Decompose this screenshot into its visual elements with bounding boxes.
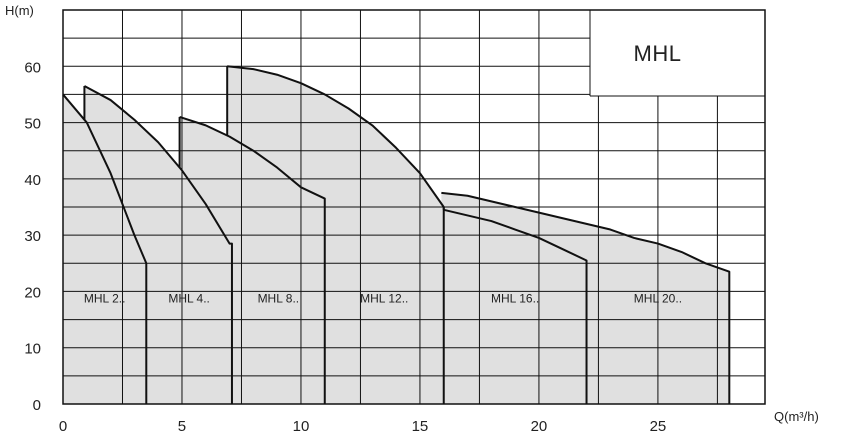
series-curve-3 [227, 65, 445, 404]
x-axis-title: Q(m³/h) [774, 409, 819, 424]
series-curve-2 [179, 115, 326, 404]
series-label-2: MHL 8.. [258, 292, 300, 306]
y-tick-label-0: 0 [33, 397, 41, 414]
x-tick-label-0: 0 [59, 418, 67, 435]
series-label-1: MHL 4.. [168, 292, 210, 306]
title-badge-background [590, 10, 765, 96]
series-curve-1 [83, 85, 233, 404]
series-curve-0 [62, 93, 148, 404]
title-badge: MHL [590, 10, 765, 96]
y-tick-label-1: 10 [24, 341, 41, 358]
series-labels: MHL 2.. MHL 4.. MHL 8.. MHL 12.. MHL 16.. MHL… [84, 292, 682, 306]
x-tick-label-3: 15 [412, 418, 429, 435]
series-label-4: MHL 16.. [491, 292, 539, 306]
chart-title: MHL [634, 41, 682, 66]
gridlines [63, 10, 765, 404]
x-tick-label-4: 20 [531, 418, 548, 435]
series-region-5 [441, 192, 730, 404]
x-tick-label-2: 10 [293, 418, 310, 435]
series-curve-4 [443, 208, 588, 404]
y-tick-label-5: 50 [24, 116, 41, 133]
series-curve-5 [441, 191, 731, 404]
y-tick-label-6: 60 [24, 59, 41, 76]
y-tick-label-4: 40 [24, 172, 41, 189]
series-label-5: MHL 20.. [634, 292, 682, 306]
plot-frame [62, 9, 766, 405]
tick-labels: 0 5 10 15 20 25 0 10 20 30 40 50 60 [24, 59, 666, 435]
axes-frame [62, 9, 766, 405]
x-tick-label-5: 25 [650, 418, 667, 435]
y-tick-label-2: 20 [24, 284, 41, 301]
x-tick-label-1: 5 [178, 418, 186, 435]
series-curves [62, 65, 731, 404]
y-axis-title: H(m) [5, 3, 34, 18]
series-label-0: MHL 2.. [84, 292, 126, 306]
y-tick-label-3: 30 [24, 228, 41, 245]
series-label-3: MHL 12.. [360, 292, 408, 306]
